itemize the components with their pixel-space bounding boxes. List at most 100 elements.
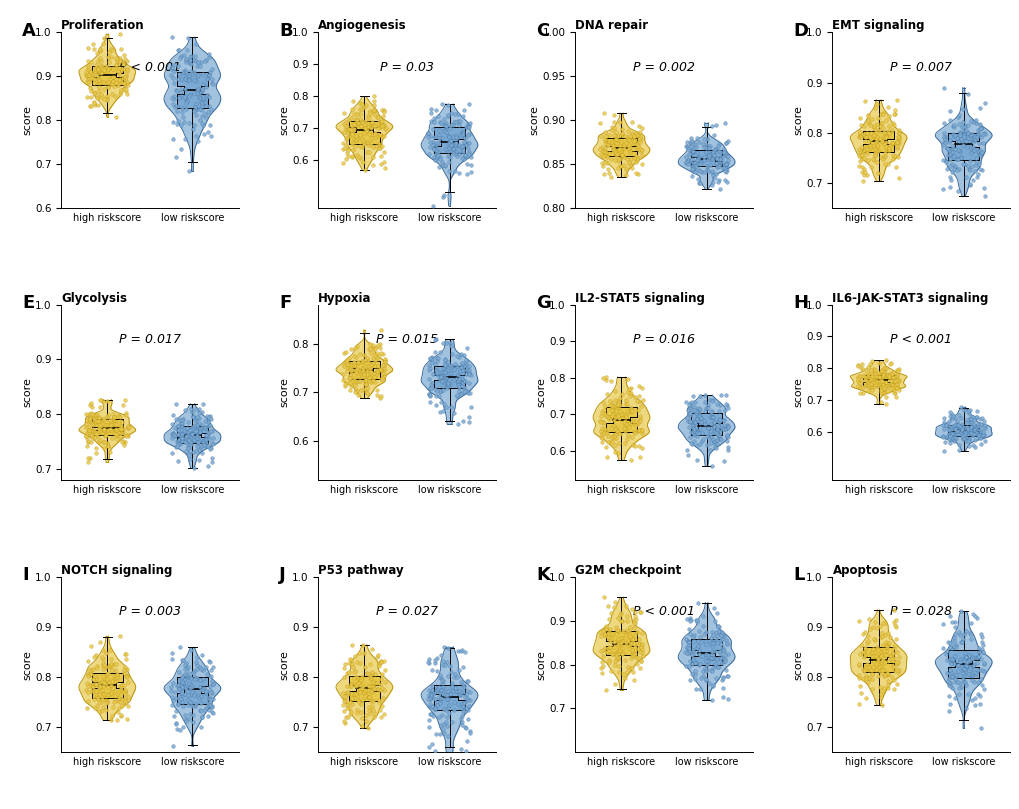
Point: [454, 146, 471, 159]
Point: [863, 354, 879, 367]
Point: [595, 403, 611, 416]
Point: [866, 364, 882, 377]
Point: [955, 404, 971, 417]
Point: [104, 87, 120, 100]
Point: [340, 130, 357, 143]
Point: [852, 119, 868, 132]
Point: [968, 411, 984, 424]
Point: [855, 370, 871, 383]
Point: [957, 676, 973, 689]
Point: [954, 633, 970, 646]
Point: [622, 636, 638, 649]
Point: [423, 115, 439, 128]
Point: [104, 78, 120, 91]
Point: [859, 635, 875, 648]
Point: [950, 134, 966, 147]
Point: [701, 443, 717, 456]
Point: [605, 116, 622, 129]
Point: [961, 129, 977, 142]
Point: [203, 663, 219, 676]
Point: [442, 118, 459, 131]
Point: [704, 176, 720, 188]
Point: [600, 653, 616, 666]
Point: [861, 130, 877, 143]
Point: [92, 44, 108, 57]
Point: [871, 376, 888, 389]
Point: [438, 719, 454, 732]
Point: [959, 88, 975, 101]
Point: [603, 409, 620, 422]
Point: [438, 692, 454, 705]
Point: [341, 376, 358, 389]
Point: [372, 677, 388, 690]
Point: [889, 646, 905, 659]
Point: [200, 126, 216, 139]
Point: [879, 626, 896, 639]
Point: [115, 667, 131, 680]
Point: [335, 368, 352, 381]
Point: [181, 423, 198, 436]
Point: [607, 653, 624, 666]
Point: [600, 644, 616, 657]
Point: [346, 379, 363, 392]
Point: [451, 379, 468, 392]
Point: [369, 111, 385, 124]
Point: [710, 415, 727, 428]
Point: [120, 429, 137, 442]
Point: [170, 434, 186, 447]
Point: [202, 699, 218, 712]
Point: [350, 685, 366, 698]
Point: [677, 646, 693, 659]
Point: [171, 682, 187, 695]
Point: [852, 126, 868, 139]
Point: [108, 59, 124, 72]
Point: [619, 397, 635, 410]
Point: [691, 422, 707, 435]
Point: [600, 167, 616, 180]
Point: [954, 663, 970, 676]
Point: [375, 358, 391, 371]
Point: [631, 389, 647, 402]
Point: [975, 421, 991, 434]
Point: [442, 688, 459, 701]
Point: [709, 660, 726, 673]
Point: [432, 371, 448, 383]
Point: [426, 116, 442, 129]
Point: [599, 138, 615, 151]
Point: [881, 358, 898, 371]
Point: [376, 155, 392, 168]
Point: [851, 376, 867, 389]
Point: [446, 164, 463, 177]
Point: [943, 642, 959, 654]
Point: [886, 119, 902, 132]
Point: [865, 153, 881, 166]
Point: [945, 657, 961, 670]
Point: [876, 150, 893, 163]
Point: [79, 72, 96, 85]
Point: [106, 672, 122, 685]
Point: [620, 660, 636, 673]
Point: [630, 139, 646, 152]
Point: [963, 418, 979, 431]
Point: [175, 110, 192, 123]
Point: [864, 140, 880, 153]
Point: [604, 430, 621, 443]
Point: [431, 129, 447, 142]
Point: [954, 432, 970, 445]
Point: [458, 735, 474, 748]
Point: [960, 667, 976, 680]
Point: [463, 166, 479, 179]
Point: [691, 402, 707, 415]
Point: [420, 656, 436, 669]
Point: [702, 437, 718, 450]
Point: [461, 119, 477, 132]
Point: [103, 78, 119, 91]
Point: [452, 645, 469, 658]
Point: [426, 150, 442, 163]
Point: [962, 616, 978, 629]
Point: [458, 359, 474, 372]
Point: [612, 127, 629, 140]
Point: [187, 97, 204, 110]
Point: [358, 373, 374, 386]
Point: [603, 400, 620, 413]
